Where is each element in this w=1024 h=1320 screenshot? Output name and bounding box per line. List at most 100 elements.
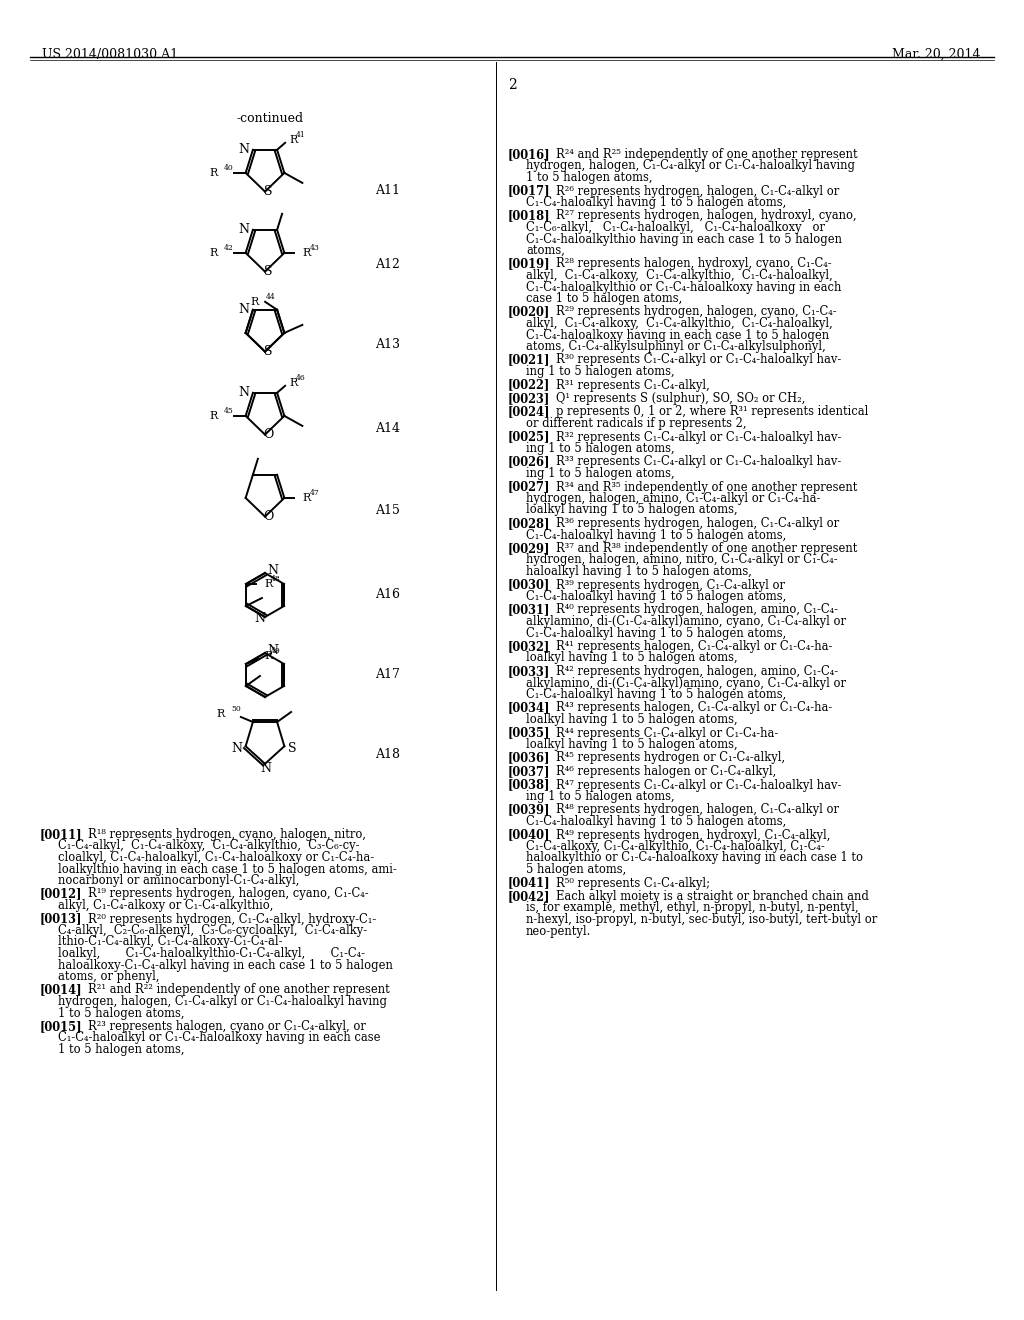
Text: [0020]: [0020] (508, 305, 550, 318)
Text: haloalkylthio or C₁-C₄-haloalkoxy having in each case 1 to: haloalkylthio or C₁-C₄-haloalkoxy having… (526, 851, 863, 865)
Text: R: R (264, 651, 272, 661)
Text: 47: 47 (309, 488, 319, 496)
Text: N: N (254, 612, 265, 626)
Text: n-hexyl, iso-propyl, n-butyl, sec-butyl, iso-butyl, tert-butyl or: n-hexyl, iso-propyl, n-butyl, sec-butyl,… (526, 913, 878, 927)
Text: alkylamino, di-(C₁-C₄-alkyl)amino, cyano, C₁-C₄-alkyl or: alkylamino, di-(C₁-C₄-alkyl)amino, cyano… (526, 615, 846, 628)
Text: [0042]: [0042] (508, 890, 551, 903)
Text: Q¹ represents S (sulphur), SO, SO₂ or CH₂,: Q¹ represents S (sulphur), SO, SO₂ or CH… (556, 392, 805, 405)
Text: Each alkyl moiety is a straight or branched chain and: Each alkyl moiety is a straight or branc… (556, 890, 869, 903)
Text: R⁴⁰ represents hydrogen, halogen, amino, C₁-C₄-: R⁴⁰ represents hydrogen, halogen, amino,… (556, 603, 838, 616)
Text: R: R (264, 579, 272, 589)
Text: C₁-C₄-haloalkyl or C₁-C₄-haloalkoxy having in each case: C₁-C₄-haloalkyl or C₁-C₄-haloalkoxy havi… (58, 1031, 381, 1044)
Text: [0038]: [0038] (508, 779, 551, 792)
Text: C₁-C₄-alkyl,  C₁-C₄-alkoxy,  C₁-C₄-alkylthio,  C₃-C₆-cy-: C₁-C₄-alkyl, C₁-C₄-alkoxy, C₁-C₄-alkylth… (58, 840, 359, 853)
Text: R³⁷ and R³⁸ independently of one another represent: R³⁷ and R³⁸ independently of one another… (556, 543, 857, 554)
Text: R⁴⁶ represents halogen or C₁-C₄-alkyl,: R⁴⁶ represents halogen or C₁-C₄-alkyl, (556, 766, 776, 777)
Text: ing 1 to 5 halogen atoms,: ing 1 to 5 halogen atoms, (526, 467, 675, 480)
Text: [0036]: [0036] (508, 751, 551, 764)
Text: R: R (209, 168, 218, 178)
Text: R³⁶ represents hydrogen, halogen, C₁-C₄-alkyl or: R³⁶ represents hydrogen, halogen, C₁-C₄-… (556, 517, 839, 531)
Text: lthio-C₁-C₄-alkyl, C₁-C₄-alkoxy-C₁-C₄-al-: lthio-C₁-C₄-alkyl, C₁-C₄-alkoxy-C₁-C₄-al… (58, 936, 283, 949)
Text: R: R (209, 411, 218, 421)
Text: C₁-C₄-haloalkyl having 1 to 5 halogen atoms,: C₁-C₄-haloalkyl having 1 to 5 halogen at… (526, 688, 786, 701)
Text: R: R (217, 709, 225, 719)
Text: C₁-C₄-haloalkyl having 1 to 5 halogen atoms,: C₁-C₄-haloalkyl having 1 to 5 halogen at… (526, 195, 786, 209)
Text: [0027]: [0027] (508, 480, 551, 494)
Text: R²⁷ represents hydrogen, halogen, hydroxyl, cyano,: R²⁷ represents hydrogen, halogen, hydrox… (556, 210, 857, 223)
Text: C₄-alkyl,  C₂-C₆-alkenyl,  C₃-C₆-cycloalkyl,  C₁-C₄-alky-: C₄-alkyl, C₂-C₆-alkenyl, C₃-C₆-cycloalky… (58, 924, 368, 937)
Text: loalkyl having 1 to 5 halogen atoms,: loalkyl having 1 to 5 halogen atoms, (526, 738, 737, 751)
Text: R²⁰ represents hydrogen, C₁-C₄-alkyl, hydroxy-C₁-: R²⁰ represents hydrogen, C₁-C₄-alkyl, hy… (88, 912, 376, 925)
Text: R⁵⁰ represents C₁-C₄-alkyl;: R⁵⁰ represents C₁-C₄-alkyl; (556, 876, 710, 890)
Text: R²¹ and R²² independently of one another represent: R²¹ and R²² independently of one another… (88, 983, 390, 997)
Text: [0039]: [0039] (508, 804, 551, 817)
Text: R³³ represents C₁-C₄-alkyl or C₁-C₄-haloalkyl hav-: R³³ represents C₁-C₄-alkyl or C₁-C₄-halo… (556, 455, 842, 469)
Text: R⁴⁸ represents hydrogen, halogen, C₁-C₄-alkyl or: R⁴⁸ represents hydrogen, halogen, C₁-C₄-… (556, 804, 839, 817)
Text: C₁-C₄-haloalkyl having 1 to 5 halogen atoms,: C₁-C₄-haloalkyl having 1 to 5 halogen at… (526, 528, 786, 541)
Text: R⁴¹ represents halogen, C₁-C₄-alkyl or C₁-C₄-ha-: R⁴¹ represents halogen, C₁-C₄-alkyl or C… (556, 640, 833, 653)
Text: 41: 41 (296, 131, 306, 139)
Text: C₁-C₄-haloalkyl having 1 to 5 halogen atoms,: C₁-C₄-haloalkyl having 1 to 5 halogen at… (526, 590, 786, 603)
Text: C₁-C₄-haloalkyl having 1 to 5 halogen atoms,: C₁-C₄-haloalkyl having 1 to 5 halogen at… (526, 627, 786, 639)
Text: [0032]: [0032] (508, 640, 550, 653)
Text: [0037]: [0037] (508, 766, 551, 777)
Text: 40: 40 (223, 164, 233, 172)
Text: N: N (238, 304, 249, 317)
Text: [0031]: [0031] (508, 603, 551, 616)
Text: haloalkoxy-C₁-C₄-alkyl having in each case 1 to 5 halogen: haloalkoxy-C₁-C₄-alkyl having in each ca… (58, 958, 393, 972)
Text: N: N (231, 742, 243, 755)
Text: [0021]: [0021] (508, 354, 551, 367)
Text: [0025]: [0025] (508, 430, 551, 444)
Text: R: R (289, 378, 297, 388)
Text: 48: 48 (271, 576, 281, 583)
Text: R⁴³ represents halogen, C₁-C₄-alkyl or C₁-C₄-ha-: R⁴³ represents halogen, C₁-C₄-alkyl or C… (556, 701, 833, 714)
Text: S: S (264, 345, 272, 358)
Text: ing 1 to 5 halogen atoms,: ing 1 to 5 halogen atoms, (526, 442, 675, 455)
Text: [0012]: [0012] (40, 887, 83, 900)
Text: R: R (251, 297, 259, 306)
Text: [0018]: [0018] (508, 210, 551, 223)
Text: A13: A13 (375, 338, 400, 351)
Text: [0014]: [0014] (40, 983, 83, 997)
Text: [0013]: [0013] (40, 912, 83, 925)
Text: C₁-C₆-alkyl,   C₁-C₄-haloalkyl,   C₁-C₄-haloalkoxy   or: C₁-C₆-alkyl, C₁-C₄-haloalkyl, C₁-C₄-halo… (526, 220, 825, 234)
Text: 42: 42 (223, 244, 233, 252)
Text: alkyl,  C₁-C₄-alkoxy,  C₁-C₄-alkylthio,  C₁-C₄-haloalkyl,: alkyl, C₁-C₄-alkoxy, C₁-C₄-alkylthio, C₁… (526, 317, 833, 330)
Text: R³¹ represents C₁-C₄-alkyl,: R³¹ represents C₁-C₄-alkyl, (556, 379, 710, 392)
Text: R⁴⁷ represents C₁-C₄-alkyl or C₁-C₄-haloalkyl hav-: R⁴⁷ represents C₁-C₄-alkyl or C₁-C₄-halo… (556, 779, 842, 792)
Text: alkyl, C₁-C₄-alkoxy or C₁-C₄-alkylthio,: alkyl, C₁-C₄-alkoxy or C₁-C₄-alkylthio, (58, 899, 273, 912)
Text: S: S (264, 265, 272, 279)
Text: neo-pentyl.: neo-pentyl. (526, 924, 592, 937)
Text: p represents 0, 1 or 2, where R³¹ represents identical: p represents 0, 1 or 2, where R³¹ repres… (556, 405, 868, 418)
Text: O: O (263, 428, 273, 441)
Text: [0022]: [0022] (508, 379, 550, 392)
Text: N: N (238, 144, 249, 156)
Text: 46: 46 (296, 374, 306, 381)
Text: R⁴⁵ represents hydrogen or C₁-C₄-alkyl,: R⁴⁵ represents hydrogen or C₁-C₄-alkyl, (556, 751, 785, 764)
Text: [0016]: [0016] (508, 148, 551, 161)
Text: atoms, or phenyl,: atoms, or phenyl, (58, 970, 160, 983)
Text: case 1 to 5 halogen atoms,: case 1 to 5 halogen atoms, (526, 292, 682, 305)
Text: R: R (302, 492, 310, 503)
Text: [0030]: [0030] (508, 578, 550, 591)
Text: R⁴⁴ represents C₁-C₄-alkyl or C₁-C₄-ha-: R⁴⁴ represents C₁-C₄-alkyl or C₁-C₄-ha- (556, 726, 778, 739)
Text: [0028]: [0028] (508, 517, 551, 531)
Text: R¹⁹ represents hydrogen, halogen, cyano, C₁-C₄-: R¹⁹ represents hydrogen, halogen, cyano,… (88, 887, 369, 900)
Text: [0015]: [0015] (40, 1020, 83, 1034)
Text: N: N (267, 644, 278, 657)
Text: hydrogen, halogen, C₁-C₄-alkyl or C₁-C₄-haloalkyl having: hydrogen, halogen, C₁-C₄-alkyl or C₁-C₄-… (58, 995, 387, 1008)
Text: S: S (289, 742, 297, 755)
Text: R: R (209, 248, 218, 257)
Text: nocarbonyl or aminocarbonyl-C₁-C₄-alkyl,: nocarbonyl or aminocarbonyl-C₁-C₄-alkyl, (58, 874, 299, 887)
Text: [0023]: [0023] (508, 392, 550, 405)
Text: loalkyl,       C₁-C₄-haloalkylthio-C₁-C₄-alkyl,       C₁-C₄-: loalkyl, C₁-C₄-haloalkylthio-C₁-C₄-alkyl… (58, 946, 365, 960)
Text: A16: A16 (375, 589, 400, 602)
Text: R²⁹ represents hydrogen, halogen, cyano, C₁-C₄-: R²⁹ represents hydrogen, halogen, cyano,… (556, 305, 837, 318)
Text: R²⁸ represents halogen, hydroxyl, cyano, C₁-C₄-: R²⁸ represents halogen, hydroxyl, cyano,… (556, 257, 831, 271)
Text: N: N (267, 565, 278, 578)
Text: R²³ represents halogen, cyano or C₁-C₄-alkyl, or: R²³ represents halogen, cyano or C₁-C₄-a… (88, 1020, 366, 1034)
Text: R⁴⁹ represents hydrogen, hydroxyl, C₁-C₄-alkyl,: R⁴⁹ represents hydrogen, hydroxyl, C₁-C₄… (556, 829, 830, 842)
Text: 5 halogen atoms,: 5 halogen atoms, (526, 863, 627, 876)
Text: 2: 2 (508, 78, 516, 92)
Text: 1 to 5 halogen atoms,: 1 to 5 halogen atoms, (526, 172, 652, 183)
